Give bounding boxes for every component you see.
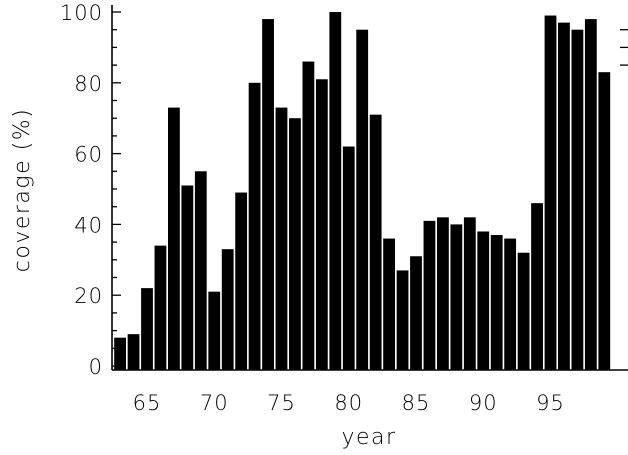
y-tick-label-100: 100 xyxy=(60,1,103,25)
bar-70 xyxy=(208,291,221,370)
x-axis-title: year xyxy=(341,425,396,450)
y-axis-title: coverage (%) xyxy=(10,108,35,272)
bar-68 xyxy=(181,185,194,370)
bar-96 xyxy=(558,22,570,371)
bar-84 xyxy=(396,270,409,370)
x-tick-label-75: 75 xyxy=(267,391,296,415)
bar-88 xyxy=(450,224,463,370)
bar-97 xyxy=(571,29,584,370)
bar-87 xyxy=(437,217,449,370)
bar-99 xyxy=(598,72,611,371)
bar-63 xyxy=(114,337,126,370)
bar-72 xyxy=(235,192,248,370)
x-tick-label-90: 90 xyxy=(469,391,498,415)
bar-83 xyxy=(383,238,395,370)
bar-77 xyxy=(302,61,315,371)
x-tick-label-70: 70 xyxy=(200,391,229,415)
y-tick-label-80: 80 xyxy=(74,72,103,96)
bar-91 xyxy=(490,235,503,370)
x-axis: 65 70 75 80 85 90 95 xyxy=(112,362,628,415)
y-tick-label-40: 40 xyxy=(74,213,103,237)
x-tick-label-65: 65 xyxy=(133,391,162,415)
bar-95 xyxy=(544,15,557,370)
y-axis: 0 20 40 60 80 100 xyxy=(60,1,628,379)
x-tick-label-85: 85 xyxy=(402,391,431,415)
bar-75 xyxy=(275,107,288,370)
x-tick-label-95: 95 xyxy=(536,391,565,415)
bars-group xyxy=(114,12,611,371)
bar-67 xyxy=(168,107,180,370)
bar-94 xyxy=(531,203,543,370)
bar-71 xyxy=(221,249,234,370)
bar-93 xyxy=(517,252,530,370)
y-tick-label-0: 0 xyxy=(89,355,103,379)
bar-86 xyxy=(423,220,436,370)
bar-90 xyxy=(477,231,490,370)
bar-69 xyxy=(194,171,207,370)
x-tick-label-80: 80 xyxy=(334,391,363,415)
bar-74 xyxy=(262,19,274,371)
bar-66 xyxy=(154,245,167,370)
bar-81 xyxy=(356,29,369,370)
y-tick-label-20: 20 xyxy=(74,284,103,308)
bar-80 xyxy=(342,146,355,370)
bar-82 xyxy=(369,114,382,370)
bar-73 xyxy=(248,82,261,371)
bar-89 xyxy=(463,217,476,370)
bar-92 xyxy=(504,238,517,370)
bar-78 xyxy=(315,79,328,370)
bar-76 xyxy=(289,118,301,370)
y-tick-label-60: 60 xyxy=(74,143,103,167)
bar-65 xyxy=(141,288,153,370)
bar-98 xyxy=(584,19,597,371)
bar-79 xyxy=(329,12,342,370)
bar-64 xyxy=(127,334,140,370)
bar-85 xyxy=(410,256,422,370)
